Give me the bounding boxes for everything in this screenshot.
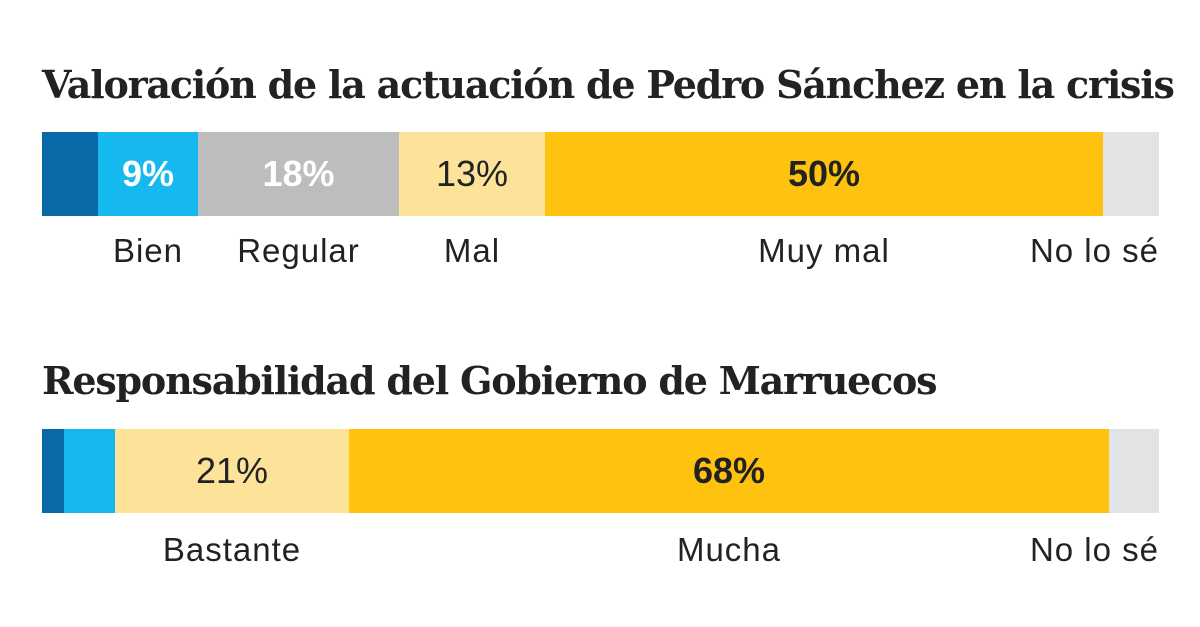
- category-label: Bien: [112, 232, 184, 269]
- stacked-bar-valoracion: 9% 18% 13% 50%: [42, 132, 1159, 216]
- category-label: Muy mal: [758, 232, 890, 269]
- data-label: 13%: [435, 153, 509, 194]
- bar-segment: 68%: [349, 429, 1109, 513]
- category-label: Mal: [443, 232, 501, 269]
- category-label: Bastante: [162, 531, 302, 568]
- category-label: Mucha: [676, 531, 782, 568]
- data-label: 68%: [692, 450, 766, 491]
- category-label: No lo sé: [1029, 531, 1159, 568]
- data-label: 9%: [121, 153, 175, 194]
- data-label: 50%: [787, 153, 861, 194]
- bar-segment: 50%: [545, 132, 1103, 216]
- bar-segment: [42, 132, 98, 216]
- bar-segment: 9%: [98, 132, 198, 216]
- data-label: 18%: [262, 153, 335, 194]
- bar-segment: 13%: [399, 132, 545, 216]
- chart-title-responsabilidad: Responsabilidad del Gobierno de Marrueco…: [42, 358, 938, 403]
- data-label: 21%: [195, 450, 269, 491]
- stacked-bar-responsabilidad: 21% 68%: [42, 429, 1159, 513]
- chart-title-valoracion: Valoración de la actuación de Pedro Sánc…: [42, 62, 1175, 107]
- category-label: No lo sé: [1029, 232, 1159, 269]
- bar-segment: [42, 429, 64, 513]
- bar-segment: [64, 429, 115, 513]
- category-label: Regular: [237, 232, 360, 269]
- bar-segment: 21%: [115, 429, 349, 513]
- bar-segment: [1103, 132, 1159, 216]
- bar-segment: [1109, 429, 1159, 513]
- bar-segment: 18%: [198, 132, 399, 216]
